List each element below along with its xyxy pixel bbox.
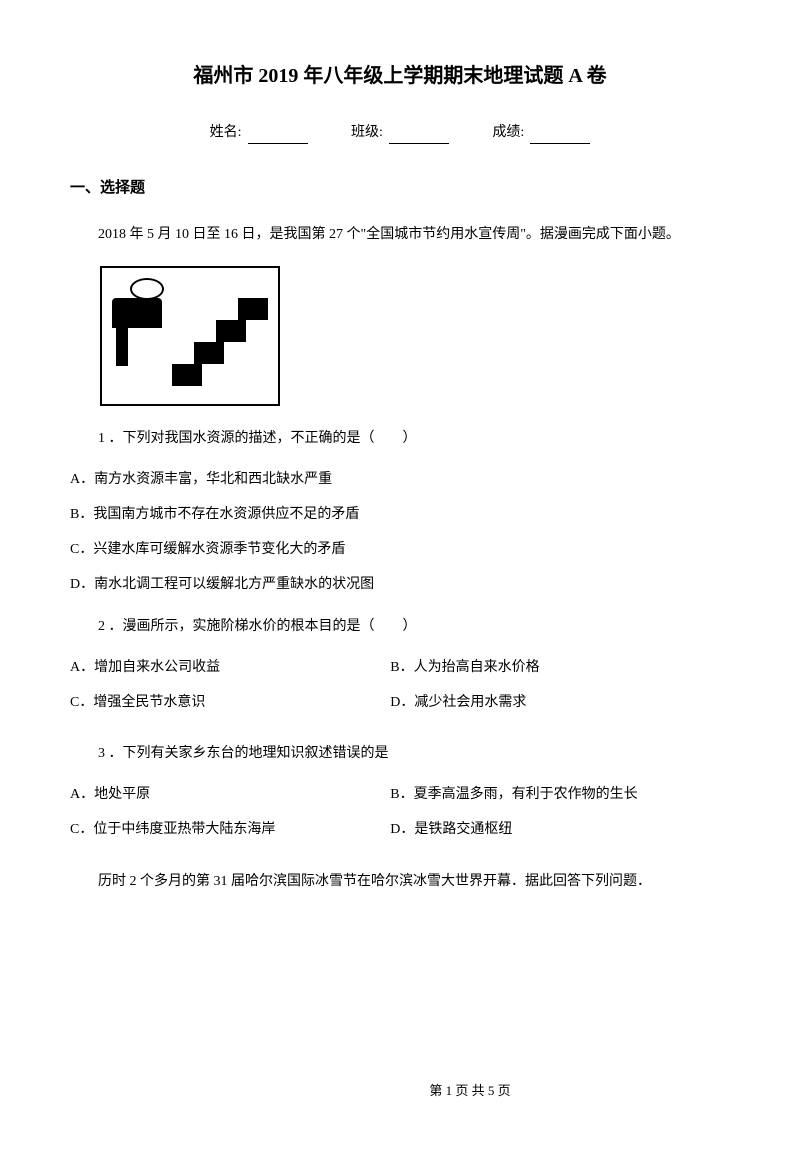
question-2-options: A．增加自来水公司收益 B．人为抬高自来水价格 C．增强全民节水意识 D．减少社… bbox=[70, 655, 730, 725]
comic-image bbox=[100, 266, 280, 406]
class-label: 班级: bbox=[351, 125, 383, 140]
q3-option-a[interactable]: A．地处平原 bbox=[70, 782, 387, 807]
q3-option-d[interactable]: D．是铁路交通枢纽 bbox=[390, 817, 707, 842]
faucet-handle-icon bbox=[130, 278, 164, 300]
exam-title: 福州市 2019 年八年级上学期期末地理试题 A 卷 bbox=[70, 60, 730, 92]
q2-option-b[interactable]: B．人为抬高自来水价格 bbox=[390, 655, 707, 680]
question-3: 3 ．下列有关家乡东台的地理知识叙述错误的是 bbox=[70, 741, 730, 766]
q1-option-d[interactable]: D．南水北调工程可以缓解北方严重缺水的状况图 bbox=[70, 572, 730, 597]
q3-option-c[interactable]: C．位于中纬度亚热带大陆东海岸 bbox=[70, 817, 387, 842]
faucet-spout-icon bbox=[116, 326, 128, 366]
name-label: 姓名: bbox=[210, 125, 242, 140]
footer-mid: 页 共 bbox=[452, 1083, 488, 1098]
page: 福州市 2019 年八年级上学期期末地理试题 A 卷 姓名: 班级: 成绩: 一… bbox=[70, 60, 730, 1132]
question-1-text: ．下列对我国水资源的描述，不正确的是（ ） bbox=[109, 431, 417, 446]
score-label: 成绩: bbox=[492, 125, 524, 140]
section-1-intro: 2018 年 5 月 10 日至 16 日，是我国第 27 个"全国城市节约用水… bbox=[70, 222, 730, 247]
question-1-options: A．南方水资源丰富，华北和西北缺水严重 B．我国南方城市不存在水资源供应不足的矛… bbox=[70, 467, 730, 598]
question-2-number: 2 bbox=[98, 619, 105, 634]
faucet-icon bbox=[112, 298, 162, 328]
q2-option-a[interactable]: A．增加自来水公司收益 bbox=[70, 655, 387, 680]
page-footer: 第 1 页 共 5 页 bbox=[70, 1081, 800, 1102]
question-1-number: 1 bbox=[98, 431, 105, 446]
score-blank[interactable] bbox=[530, 143, 590, 144]
q1-option-c[interactable]: C．兴建水库可缓解水资源季节变化大的矛盾 bbox=[70, 537, 730, 562]
section-1-outro: 历时 2 个多月的第 31 届哈尔滨国际冰雪节在哈尔滨冰雪大世界开幕．据此回答下… bbox=[70, 869, 730, 894]
class-blank[interactable] bbox=[389, 143, 449, 144]
section-1-header: 一、选择题 bbox=[70, 176, 730, 200]
question-1: 1 ．下列对我国水资源的描述，不正确的是（ ） bbox=[70, 426, 730, 451]
footer-prefix: 第 bbox=[429, 1083, 445, 1098]
footer-suffix: 页 bbox=[494, 1083, 510, 1098]
q1-option-b[interactable]: B．我国南方城市不存在水资源供应不足的矛盾 bbox=[70, 502, 730, 527]
q3-option-b[interactable]: B．夏季高温多雨，有利于农作物的生长 bbox=[390, 782, 707, 807]
question-3-text: ．下列有关家乡东台的地理知识叙述错误的是 bbox=[109, 746, 389, 761]
student-info-row: 姓名: 班级: 成绩: bbox=[70, 122, 730, 144]
q1-option-a[interactable]: A．南方水资源丰富，华北和西北缺水严重 bbox=[70, 467, 730, 492]
q2-option-c[interactable]: C．增强全民节水意识 bbox=[70, 690, 387, 715]
question-2-text: ．漫画所示，实施阶梯水价的根本目的是（ ） bbox=[109, 619, 417, 634]
question-3-options: A．地处平原 B．夏季高温多雨，有利于农作物的生长 C．位于中纬度亚热带大陆东海… bbox=[70, 782, 730, 852]
name-blank[interactable] bbox=[248, 143, 308, 144]
question-3-number: 3 bbox=[98, 746, 105, 761]
question-2: 2 ．漫画所示，实施阶梯水价的根本目的是（ ） bbox=[70, 614, 730, 639]
q2-option-d[interactable]: D．减少社会用水需求 bbox=[390, 690, 707, 715]
